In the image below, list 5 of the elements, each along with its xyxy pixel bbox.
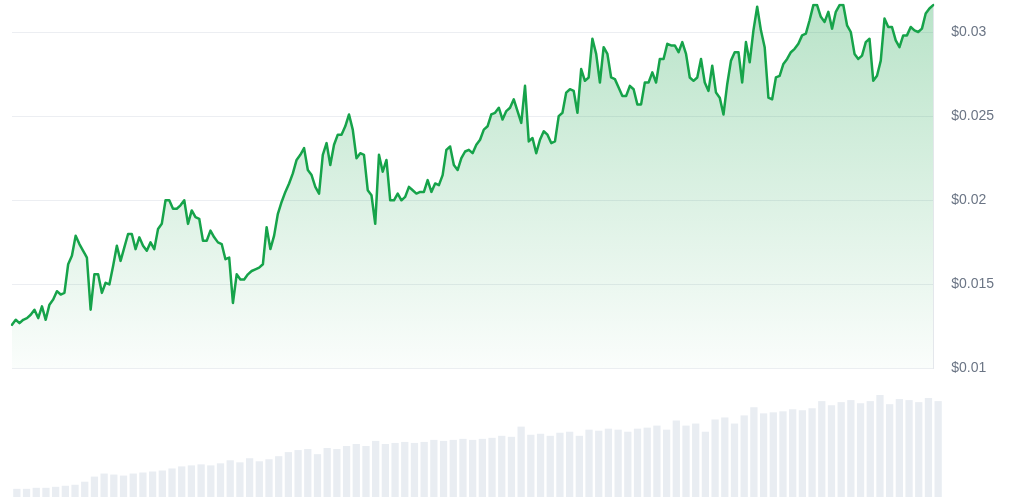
y-tick-label: $0.025 — [951, 107, 995, 124]
y-tick-label: $0.015 — [951, 275, 995, 292]
y-tick-label: $0.03 — [951, 22, 987, 39]
y-tick-label: $0.01 — [951, 359, 987, 376]
y-tick-label: $0.02 — [951, 191, 987, 208]
